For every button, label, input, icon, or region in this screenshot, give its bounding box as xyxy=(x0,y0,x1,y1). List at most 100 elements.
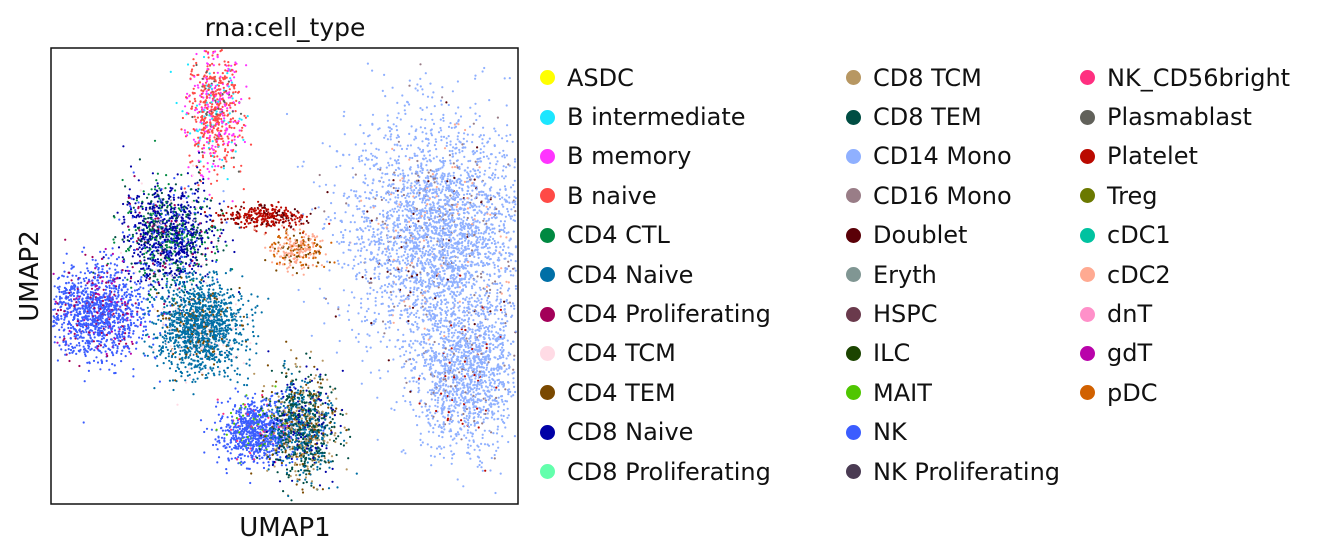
scatter-point xyxy=(453,165,457,169)
scatter-point xyxy=(496,346,499,349)
scatter-point xyxy=(488,226,491,229)
scatter-point xyxy=(473,405,476,408)
scatter-point xyxy=(469,106,472,109)
scatter-point xyxy=(488,291,491,295)
scatter-point xyxy=(500,213,504,216)
scatter-point xyxy=(218,158,221,161)
scatter-point xyxy=(409,254,412,257)
scatter-point xyxy=(209,124,212,127)
scatter-point xyxy=(468,278,471,281)
scatter-point xyxy=(421,131,424,134)
scatter-point xyxy=(441,259,444,262)
scatter-point xyxy=(474,270,477,274)
scatter-point xyxy=(417,166,420,169)
scatter-point xyxy=(431,255,434,259)
scatter-point xyxy=(427,306,430,309)
scatter-point xyxy=(503,364,506,367)
scatter-point xyxy=(397,275,400,278)
scatter-point xyxy=(436,192,439,196)
scatter-point xyxy=(338,314,341,317)
scatter-point xyxy=(444,347,447,350)
scatter-point xyxy=(371,189,374,192)
scatter-point xyxy=(353,190,356,193)
scatter-point xyxy=(230,141,233,144)
scatter-point xyxy=(211,117,214,120)
scatter-point xyxy=(483,66,486,70)
scatter-point xyxy=(417,281,421,284)
scatter-point xyxy=(424,127,427,130)
scatter-point xyxy=(467,421,470,424)
scatter-point xyxy=(449,143,452,146)
scatter-point xyxy=(474,305,477,308)
scatter-point xyxy=(474,112,477,115)
scatter-point xyxy=(225,76,228,79)
scatter-point xyxy=(214,79,217,82)
scatter-point xyxy=(406,192,410,195)
scatter-point xyxy=(222,111,225,115)
scatter-point xyxy=(432,175,435,178)
scatter-point xyxy=(337,308,340,311)
scatter-point xyxy=(395,236,399,239)
scatter-point xyxy=(344,228,347,232)
scatter-point xyxy=(443,334,446,338)
scatter-point xyxy=(429,203,432,206)
scatter-point xyxy=(394,283,398,286)
scatter-point xyxy=(397,158,400,162)
scatter-point xyxy=(190,70,193,73)
scatter-point xyxy=(216,128,219,131)
scatter-point xyxy=(444,365,447,368)
scatter-point xyxy=(342,240,345,244)
scatter-point xyxy=(387,126,390,129)
scatter-point xyxy=(189,73,192,76)
scatter-point xyxy=(408,204,411,207)
scatter-point xyxy=(452,171,455,174)
scatter-point xyxy=(343,192,346,195)
scatter-point xyxy=(351,167,354,170)
scatter-point xyxy=(499,472,502,475)
scatter-point xyxy=(195,129,198,132)
scatter-point xyxy=(483,361,486,364)
scatter-point xyxy=(412,380,415,383)
scatter-point xyxy=(459,345,462,348)
scatter-point xyxy=(400,366,403,369)
scatter-point xyxy=(390,313,393,317)
scatter-point xyxy=(370,158,374,161)
scatter-point xyxy=(221,158,224,162)
scatter-point xyxy=(445,233,448,236)
scatter-point xyxy=(415,250,418,253)
scatter-point xyxy=(474,329,477,332)
scatter-point xyxy=(216,155,219,158)
scatter-point xyxy=(230,81,234,84)
scatter-point xyxy=(421,441,424,444)
scatter-point xyxy=(448,419,451,422)
scatter-point xyxy=(470,184,473,187)
scatter-point xyxy=(435,170,438,173)
scatter-point xyxy=(501,337,505,340)
scatter-point xyxy=(489,288,492,291)
scatter-point xyxy=(496,295,499,298)
scatter-point xyxy=(212,91,215,94)
scatter-point xyxy=(415,213,419,216)
scatter-point xyxy=(384,95,387,98)
scatter-point xyxy=(387,320,390,324)
scatter-point xyxy=(473,208,476,211)
scatter-point xyxy=(180,128,183,131)
scatter-point xyxy=(408,380,411,383)
scatter-point xyxy=(206,111,209,114)
scatter-point xyxy=(462,251,465,254)
scatter-point xyxy=(414,303,417,307)
scatter-point xyxy=(468,297,471,300)
scatter-point xyxy=(357,332,360,336)
scatter-point xyxy=(473,263,476,266)
scatter-point xyxy=(472,309,475,312)
scatter-point xyxy=(451,203,454,207)
scatter-point xyxy=(472,398,475,401)
scatter-point xyxy=(454,385,457,388)
scatter-point xyxy=(442,225,445,228)
scatter-point xyxy=(446,227,449,230)
scatter-point xyxy=(456,217,459,220)
scatter-point xyxy=(456,290,459,293)
scatter-point xyxy=(503,334,506,337)
scatter-point xyxy=(474,226,477,230)
scatter-point xyxy=(420,306,423,309)
